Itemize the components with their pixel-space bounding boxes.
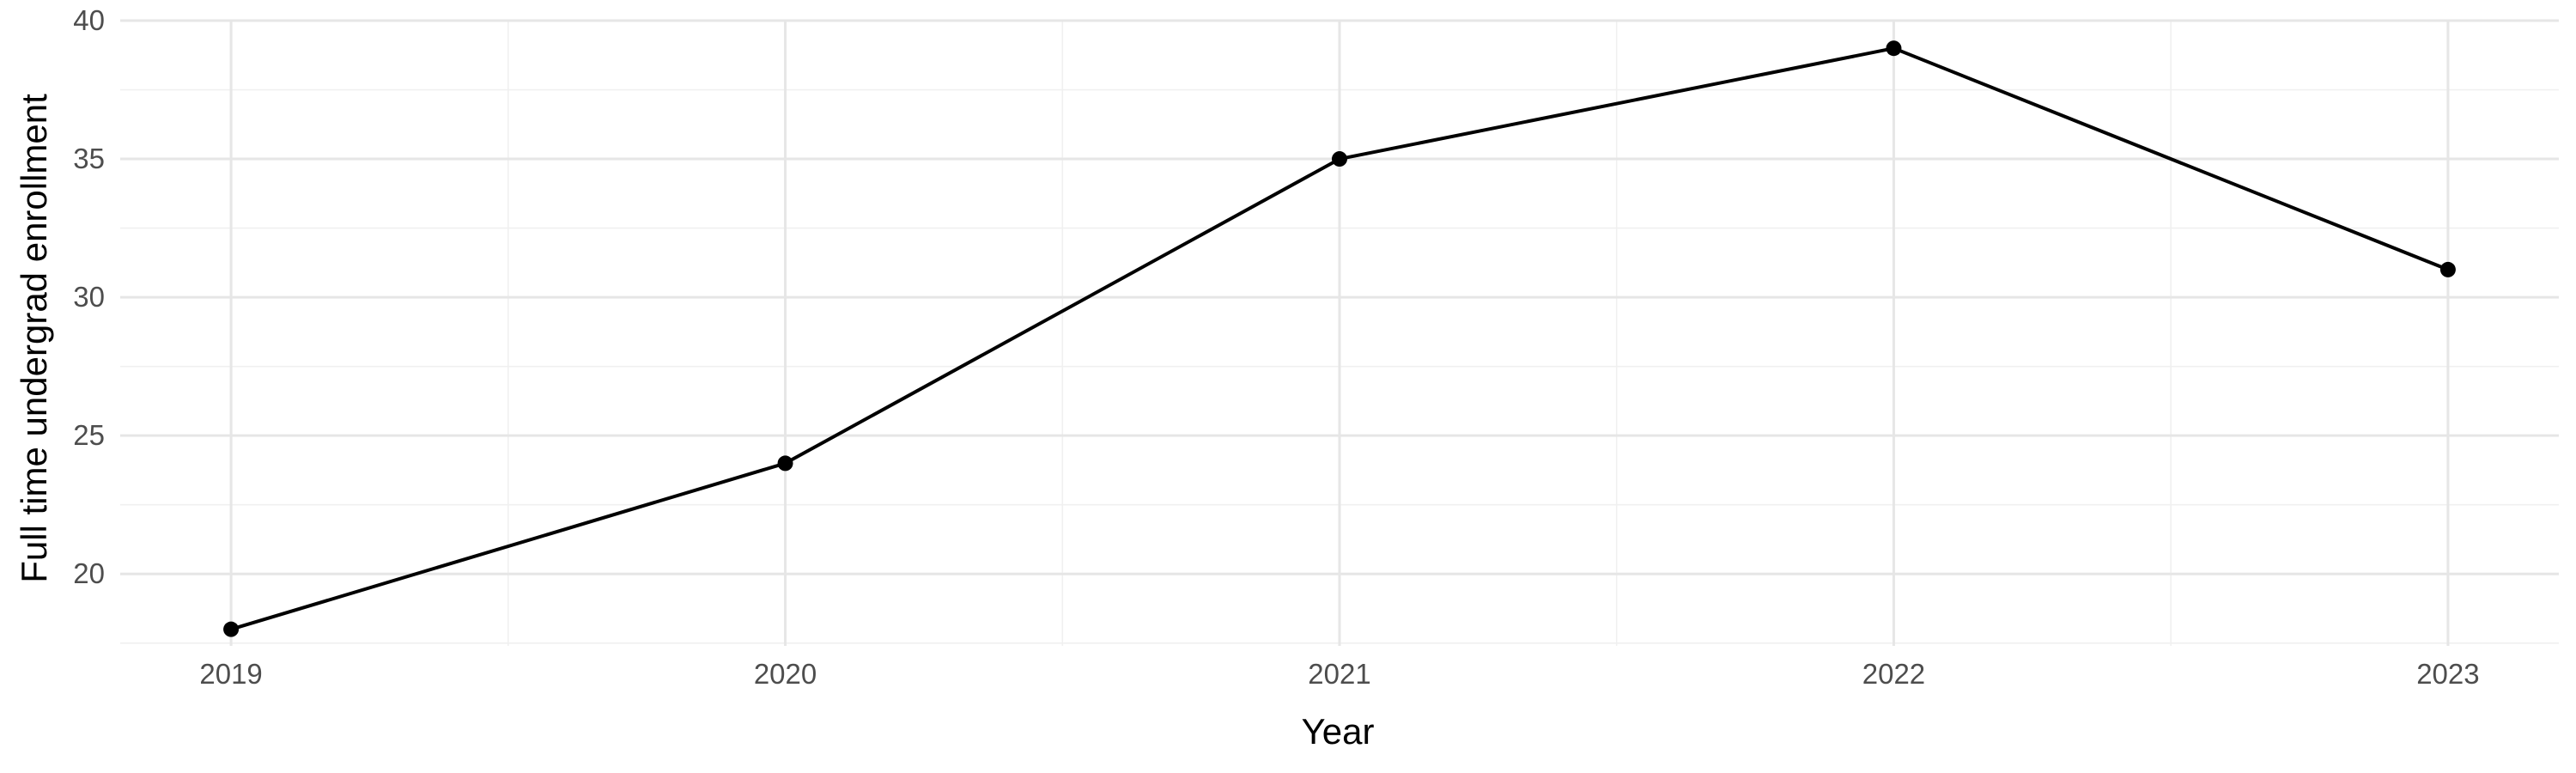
x-tick-label: 2021 bbox=[1308, 658, 1370, 690]
x-axis-title: Year bbox=[1302, 711, 1375, 752]
y-tick-label: 40 bbox=[73, 4, 105, 36]
y-axis-title: Full time undergrad enrollment bbox=[14, 94, 54, 583]
x-tick-label: 2022 bbox=[1862, 658, 1925, 690]
x-tick-label: 2023 bbox=[2416, 658, 2479, 690]
y-tick-label: 20 bbox=[73, 557, 105, 589]
data-point bbox=[1332, 151, 1347, 167]
x-tick-label: 2019 bbox=[199, 658, 262, 690]
x-tick-label: 2020 bbox=[754, 658, 817, 690]
points-layer bbox=[223, 40, 2456, 637]
data-point bbox=[2439, 261, 2456, 277]
y-tick-label: 25 bbox=[73, 419, 105, 451]
y-tick-label: 30 bbox=[73, 281, 105, 313]
x-axis-ticks: 2019 2020 2021 2022 2023 bbox=[199, 658, 2479, 690]
data-point bbox=[777, 455, 793, 472]
data-point bbox=[1886, 40, 1902, 57]
data-point bbox=[223, 621, 240, 637]
y-axis-ticks: 20 25 30 35 40 bbox=[73, 4, 105, 589]
y-tick-label: 35 bbox=[73, 143, 105, 174]
